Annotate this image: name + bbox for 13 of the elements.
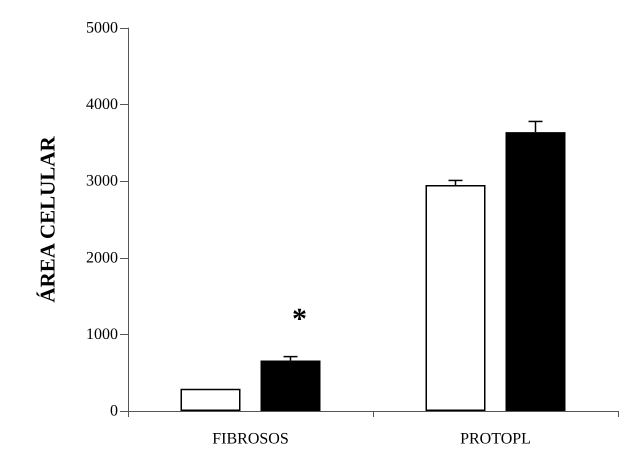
y-tick-label: 1000 bbox=[86, 326, 118, 343]
y-tick-label: 4000 bbox=[86, 96, 118, 114]
x-tick-label: PROTOPL bbox=[460, 430, 531, 448]
x-tick-label: FIBROSOS bbox=[212, 430, 289, 448]
bar bbox=[180, 388, 240, 411]
annotation: * bbox=[292, 302, 307, 336]
bar bbox=[260, 360, 320, 411]
bar bbox=[426, 185, 486, 411]
y-tick-label: 2000 bbox=[86, 249, 118, 266]
y-tick-label: 3000 bbox=[86, 172, 118, 190]
y-tick-label: 5000 bbox=[86, 20, 118, 36]
y-axis-title: ÁREA CELULAR bbox=[36, 136, 60, 303]
y-tick-label: 0 bbox=[110, 402, 118, 420]
